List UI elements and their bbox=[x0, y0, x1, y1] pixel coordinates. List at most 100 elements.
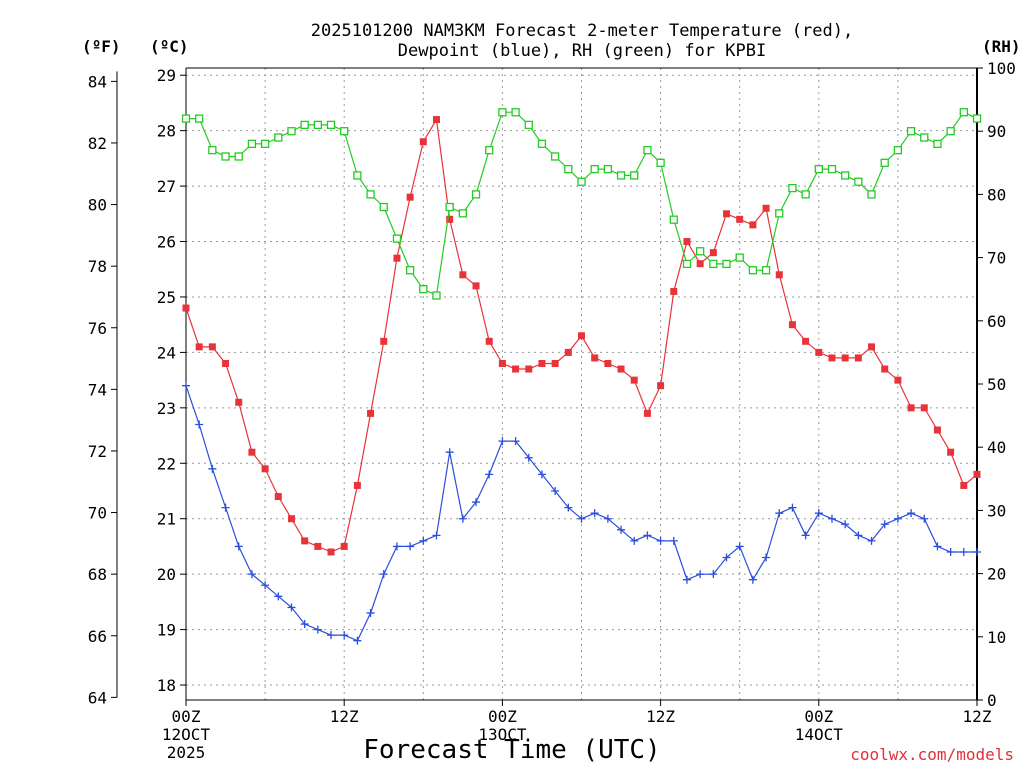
celsius-tick-label: 25 bbox=[157, 288, 176, 307]
series-dewpoint bbox=[182, 381, 981, 645]
rh-point bbox=[630, 171, 639, 180]
rh-point bbox=[867, 190, 876, 199]
temperature-point bbox=[578, 332, 585, 340]
temperature-point bbox=[208, 343, 216, 351]
rh-tick-label: 0 bbox=[987, 691, 997, 710]
temperature-point bbox=[446, 215, 454, 223]
rh-point bbox=[208, 146, 217, 155]
temperature-point bbox=[683, 238, 691, 246]
temperature-point bbox=[947, 448, 955, 456]
dewpoint-point bbox=[827, 514, 836, 523]
temperature-point bbox=[696, 260, 704, 268]
dewpoint-point bbox=[973, 547, 981, 556]
dewpoint-point bbox=[722, 553, 731, 562]
celsius-tick-label: 24 bbox=[157, 343, 176, 362]
rh-point bbox=[300, 120, 309, 130]
dewpoint-point bbox=[313, 625, 322, 634]
temperature-point bbox=[709, 249, 717, 257]
dewpoint-point bbox=[762, 553, 771, 562]
rh-point bbox=[814, 164, 823, 174]
rh-point bbox=[709, 259, 718, 269]
temperature-point bbox=[960, 481, 968, 489]
rh-point bbox=[247, 139, 257, 148]
dewpoint-point bbox=[959, 547, 968, 556]
rh-point bbox=[788, 183, 797, 193]
series-rh bbox=[181, 108, 982, 300]
temperature-point bbox=[235, 398, 243, 406]
temperature-point bbox=[643, 409, 651, 417]
rh-point bbox=[445, 202, 454, 212]
temperature-point bbox=[459, 271, 467, 279]
dewpoint-point bbox=[696, 570, 705, 579]
temperature-point bbox=[749, 221, 757, 229]
temperature-point bbox=[617, 365, 625, 373]
celsius-tick-label: 23 bbox=[157, 399, 176, 418]
rh-point bbox=[419, 285, 428, 294]
temperature-point bbox=[802, 337, 810, 345]
rh-point bbox=[485, 146, 494, 155]
x-tick-label: 13OCT bbox=[478, 725, 527, 744]
dewpoint-point bbox=[406, 542, 415, 551]
temperature-point bbox=[380, 337, 388, 345]
rh-tick-label: 50 bbox=[987, 375, 1006, 394]
x-tick-label: 00Z bbox=[804, 707, 833, 726]
temperature-point bbox=[406, 193, 414, 201]
celsius-tick-label: 19 bbox=[157, 621, 176, 640]
dewpoint-point bbox=[274, 592, 283, 601]
temperature-point bbox=[248, 448, 256, 456]
rh-point bbox=[564, 164, 573, 174]
temperature-point bbox=[551, 359, 559, 367]
temperature-point bbox=[920, 404, 928, 412]
fahrenheit-tick-label: 68 bbox=[88, 565, 107, 584]
rh-point bbox=[498, 108, 507, 117]
dewpoint-point bbox=[419, 536, 428, 545]
dewpoint-point bbox=[300, 620, 309, 629]
rh-point bbox=[405, 266, 415, 275]
fahrenheit-tick-label: 84 bbox=[88, 72, 107, 91]
rh-point bbox=[458, 209, 468, 218]
x-tick-label: 00Z bbox=[488, 707, 517, 726]
rh-point bbox=[432, 291, 441, 300]
dewpoint-point bbox=[208, 464, 217, 473]
temperature-point bbox=[393, 254, 401, 262]
rh-point bbox=[669, 215, 678, 224]
rh-point bbox=[577, 177, 586, 186]
dewpoint-point bbox=[182, 381, 190, 390]
rh-point bbox=[775, 209, 784, 218]
temperature-point bbox=[723, 210, 731, 218]
rh-tick-label: 20 bbox=[987, 565, 1006, 584]
dewpoint-point bbox=[946, 547, 955, 556]
dewpoint-point bbox=[445, 448, 454, 457]
fahrenheit-tick-label: 76 bbox=[88, 319, 107, 338]
x-tick-label: 2025 bbox=[167, 743, 206, 762]
dewpoint-point bbox=[590, 509, 599, 518]
rh-point bbox=[801, 190, 810, 199]
dewpoint-point bbox=[669, 536, 678, 545]
rh-point bbox=[366, 190, 375, 199]
rh-point bbox=[274, 133, 283, 142]
unit-celsius: (ºC) bbox=[150, 37, 189, 56]
rh-tick-label: 60 bbox=[987, 312, 1006, 331]
dewpoint-point bbox=[472, 498, 481, 507]
rh-point bbox=[379, 202, 388, 212]
rh-point bbox=[260, 139, 270, 148]
temperature-point bbox=[973, 470, 981, 478]
temperature-point bbox=[512, 365, 520, 373]
dewpoint-point bbox=[709, 570, 718, 579]
temperature-point bbox=[195, 343, 203, 351]
rh-point bbox=[313, 120, 322, 130]
x-axis-label: Forecast Time (UTC) bbox=[363, 735, 660, 765]
series-layer bbox=[181, 108, 982, 645]
rh-point bbox=[550, 152, 560, 161]
dewpoint-point bbox=[893, 514, 902, 523]
temperature-point bbox=[327, 548, 335, 556]
fahrenheit-tick-label: 78 bbox=[88, 257, 107, 276]
rh-point bbox=[234, 152, 243, 161]
fahrenheit-tick-label: 74 bbox=[88, 380, 107, 399]
dewpoint-point bbox=[551, 486, 560, 495]
unit-rh: (RH) bbox=[982, 37, 1021, 56]
temperature-point bbox=[788, 321, 796, 329]
dewpoint-point bbox=[880, 520, 889, 529]
rh-point bbox=[933, 139, 942, 148]
